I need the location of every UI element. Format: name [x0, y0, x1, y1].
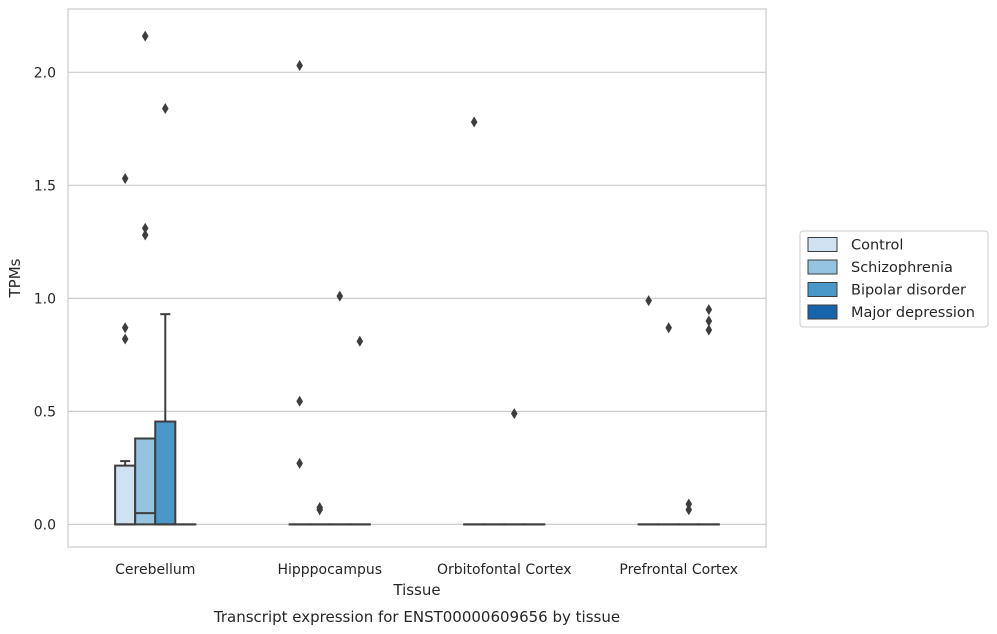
legend-swatch [807, 282, 838, 297]
outlier-point [685, 498, 693, 510]
chart-caption: Transcript expression for ENST0000060965… [213, 608, 620, 626]
outlier-point [645, 295, 652, 307]
outlier-point [121, 173, 129, 185]
y-axis-ticks: 0.0 0.5 1.0 1.5 2.0 [34, 65, 56, 533]
box-group [134, 30, 157, 526]
box-group [288, 60, 311, 526]
legend-frame [799, 230, 989, 328]
legend: Control Schizophrenia Bipolar disorder Majo… [799, 230, 989, 328]
outlier-point [665, 322, 673, 334]
outlier-point [705, 324, 713, 336]
legend-swatch [807, 237, 838, 252]
outlier-point [141, 222, 149, 234]
box-group [637, 295, 660, 526]
box-iqr [134, 437, 157, 526]
outlier-point [141, 229, 149, 241]
box-groups [114, 30, 720, 526]
box-iqr [154, 420, 177, 526]
y-axis-title: TPMs [6, 258, 24, 298]
legend-label: Schizophrenia [851, 260, 953, 276]
x-tick-label: Prefrontal Cortex [619, 562, 738, 578]
box-group [697, 304, 720, 526]
x-axis-title: Tissue [392, 581, 440, 599]
outlier-point [316, 501, 324, 513]
outlier-point [296, 457, 303, 469]
box-group [348, 335, 371, 526]
outlier-point [296, 395, 303, 407]
outlier-point [121, 333, 129, 345]
legend-swatch [807, 259, 838, 275]
outlier-point [356, 335, 364, 347]
legend-label: Control [851, 238, 903, 254]
box-group [308, 501, 331, 526]
outlier-point [705, 304, 713, 316]
outlier-point [296, 60, 303, 72]
y-tick-label: 0.0 [34, 517, 56, 533]
y-tick-label: 2.0 [34, 65, 56, 81]
x-tick-label: Cerebellum [115, 562, 195, 578]
outlier-point [336, 290, 344, 302]
x-tick-label: Orbitofontal Cortex [437, 562, 572, 578]
legend-label: Major depression [851, 305, 975, 321]
outlier-point [705, 315, 713, 327]
x-axis-ticks: Cerebellum Hipppocampus Orbitofontal Corte… [115, 562, 738, 578]
y-tick-label: 1.5 [34, 178, 56, 194]
x-tick-label: Hipppocampus [277, 562, 382, 578]
outlier-point [121, 322, 129, 334]
outlier-point [141, 30, 149, 42]
outlier-point [685, 504, 693, 516]
y-tick-label: 1.0 [34, 291, 56, 307]
plot-area [67, 8, 767, 548]
y-tick-label: 0.5 [34, 404, 56, 420]
outlier-point [161, 102, 169, 114]
box-iqr [114, 464, 137, 526]
outlier-point [510, 408, 518, 420]
legend-label: Bipolar disorder [851, 283, 966, 299]
outlier-point [470, 116, 478, 128]
legend-swatch [807, 304, 838, 320]
box-group [154, 102, 177, 526]
